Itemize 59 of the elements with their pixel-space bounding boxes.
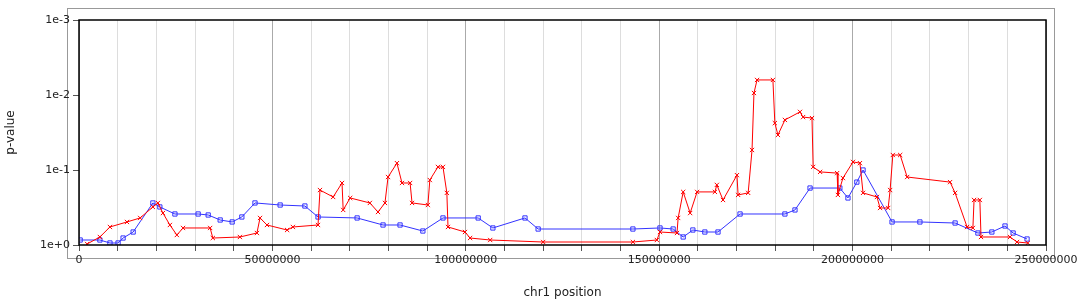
point: [917, 219, 923, 225]
point: [989, 229, 995, 235]
point: [490, 225, 496, 231]
x-tick-label: 200000000: [821, 253, 885, 267]
point: [670, 226, 676, 232]
point: [130, 229, 136, 235]
point: [150, 200, 156, 206]
point: [680, 234, 686, 240]
point: [952, 220, 958, 226]
point: [120, 235, 126, 241]
y-tick-label: 1e-3: [45, 12, 70, 26]
point: [217, 217, 223, 223]
point: [79, 237, 83, 243]
x-tick-label: 150000000: [627, 253, 691, 267]
point: [157, 204, 163, 210]
point: [380, 222, 386, 228]
point: [630, 226, 636, 232]
x-tick-label: 0: [75, 253, 83, 267]
point: [115, 240, 121, 245]
point: [440, 215, 446, 221]
point: [715, 229, 721, 235]
point: [535, 226, 541, 232]
point: [702, 229, 708, 235]
point: [807, 185, 813, 191]
point: [792, 207, 798, 213]
x-tick-label: 100000000: [434, 253, 498, 267]
point: [975, 230, 981, 236]
point: [397, 222, 403, 228]
point: [277, 202, 283, 208]
point: [889, 219, 895, 225]
point: [420, 228, 426, 234]
point: [737, 211, 743, 217]
point: [302, 203, 308, 209]
point: [845, 195, 851, 201]
y-axis-title: p-value: [3, 110, 18, 155]
point: [172, 211, 178, 217]
x-axis-title: chr1 position: [523, 284, 602, 299]
point: [854, 179, 860, 185]
point: [107, 240, 113, 245]
point: [195, 211, 201, 217]
y-tick-label: 1e+0: [40, 237, 70, 251]
point: [354, 215, 360, 221]
point: [1002, 223, 1008, 229]
point: [252, 200, 258, 206]
point: [229, 219, 235, 225]
point: [475, 215, 481, 221]
point: [657, 225, 663, 231]
point: [690, 227, 696, 233]
x-tick-label: 50000000: [244, 253, 301, 267]
point: [239, 214, 245, 220]
point: [315, 214, 321, 220]
x-tick-label: 250000000: [1014, 253, 1078, 267]
point: [205, 212, 211, 218]
point: [860, 167, 866, 173]
point: [1010, 230, 1016, 236]
point: [782, 211, 788, 217]
y-tick-label: 1e-1: [45, 162, 70, 176]
point: [522, 215, 528, 221]
y-tick-label: 1e-2: [45, 87, 70, 101]
